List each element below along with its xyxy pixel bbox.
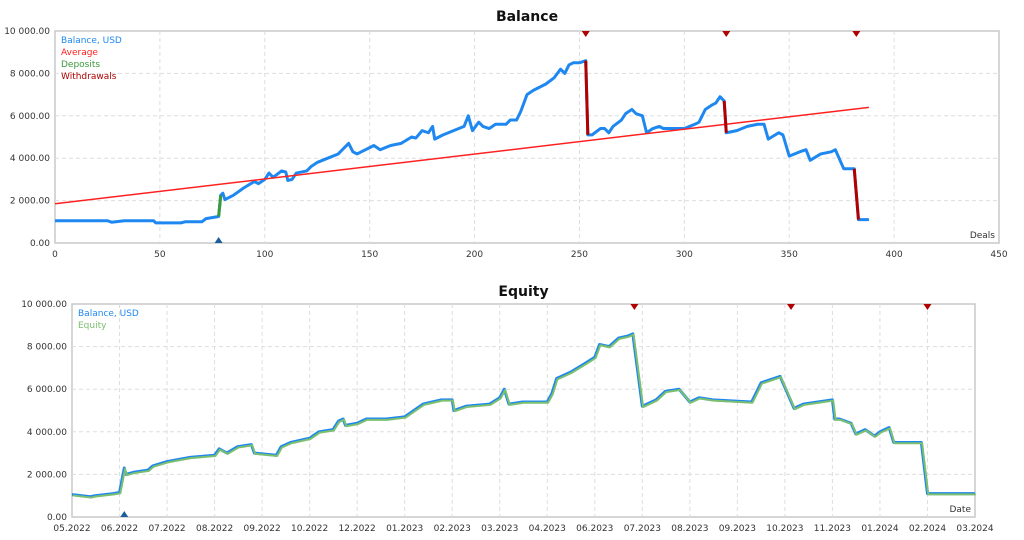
y-tick-label: 0.00 xyxy=(47,513,67,523)
x-axis-label: Deals xyxy=(970,231,995,241)
legend-entry: Deposits xyxy=(61,60,100,70)
x-tick-label: 08.2023 xyxy=(671,524,708,534)
y-tick-label: 10 000.00 xyxy=(21,300,67,310)
y-tick-label: 6 000.00 xyxy=(27,385,67,395)
x-tick-label: 10.2023 xyxy=(766,524,803,534)
chart-title: Balance xyxy=(496,9,558,25)
x-tick-label: 10.2022 xyxy=(291,524,328,534)
legend-entry: Average xyxy=(61,48,98,58)
chart-equity: Equity 0.00 2 000.00 4 000.00 6 000.00 8 000.… xyxy=(21,284,994,534)
x-tick-label: 02.2024 xyxy=(909,524,946,534)
x-tick-label: 12.2022 xyxy=(339,524,376,534)
balance-line xyxy=(55,59,869,225)
y-tick-label: 0.00 xyxy=(30,239,50,249)
average-line xyxy=(54,106,870,205)
x-tick-label: 07.2023 xyxy=(624,524,661,534)
deposit-segment xyxy=(217,195,223,217)
y-tick-label: 4 000.00 xyxy=(10,154,50,164)
x-tick-label: 300 xyxy=(676,250,693,260)
x-tick-label: 0 xyxy=(52,250,58,260)
x-tick-label: 11.2023 xyxy=(814,524,851,534)
x-tick-label: 01.2023 xyxy=(386,524,423,534)
x-tick-label: 06.2023 xyxy=(576,524,613,534)
x-tick-label: 09.2023 xyxy=(719,524,756,534)
x-tick-label: 250 xyxy=(571,250,588,260)
x-tick-label: 01.2024 xyxy=(861,524,898,534)
x-tick-label: 08.2022 xyxy=(196,524,233,534)
withdrawal-marker xyxy=(852,31,861,37)
legend-entry: Equity xyxy=(78,321,107,331)
deposit-marker xyxy=(214,237,223,243)
x-axis-label: Date xyxy=(949,505,971,515)
plot-area xyxy=(71,303,976,518)
withdrawal-segment xyxy=(852,168,860,220)
y-tick-label: 10 000.00 xyxy=(4,27,50,37)
x-tick-label: 04.2023 xyxy=(529,524,566,534)
x-tick-label: 200 xyxy=(466,250,483,260)
y-tick-label: 2 000.00 xyxy=(10,197,50,207)
x-tick-label: 06.2022 xyxy=(101,524,138,534)
chart-title: Equity xyxy=(498,284,548,300)
y-tick-label: 6 000.00 xyxy=(10,112,50,122)
x-tick-label: 03.2024 xyxy=(956,524,993,534)
x-tick-label: 09.2022 xyxy=(243,524,280,534)
legend-entry: Balance, USD xyxy=(61,36,122,46)
x-tick-label: 02.2023 xyxy=(434,524,471,534)
y-tick-label: 4 000.00 xyxy=(27,428,67,438)
chart-balance: Balance 0.00 2 000.00 4 000.00 6 000.00 8 000… xyxy=(4,9,1008,260)
y-tick-label: 8 000.00 xyxy=(27,343,67,353)
x-tick-label: 450 xyxy=(990,250,1007,260)
x-tick-label: 03.2023 xyxy=(481,524,518,534)
withdrawal-segment xyxy=(722,100,728,133)
withdrawal-segment xyxy=(584,60,590,135)
withdrawal-marker xyxy=(630,304,639,310)
withdrawal-marker xyxy=(787,304,796,310)
withdrawal-marker xyxy=(581,31,590,37)
x-tick-label: 07.2022 xyxy=(148,524,185,534)
x-tick-label: 400 xyxy=(886,250,903,260)
legend-entry: Withdrawals xyxy=(61,72,117,82)
equity-line xyxy=(72,333,976,499)
deposit-marker xyxy=(120,511,129,517)
x-tick-label: 50 xyxy=(154,250,166,260)
plot-area xyxy=(54,30,1000,244)
withdrawal-marker xyxy=(722,31,731,37)
x-tick-label: 05.2022 xyxy=(53,524,90,534)
legend-entry: Balance, USD xyxy=(78,309,139,319)
x-tick-label: 150 xyxy=(361,250,378,260)
y-tick-label: 8 000.00 xyxy=(10,69,50,79)
x-tick-label: 100 xyxy=(256,250,273,260)
withdrawal-marker xyxy=(923,304,932,310)
y-tick-label: 2 000.00 xyxy=(27,470,67,480)
x-tick-label: 350 xyxy=(781,250,798,260)
